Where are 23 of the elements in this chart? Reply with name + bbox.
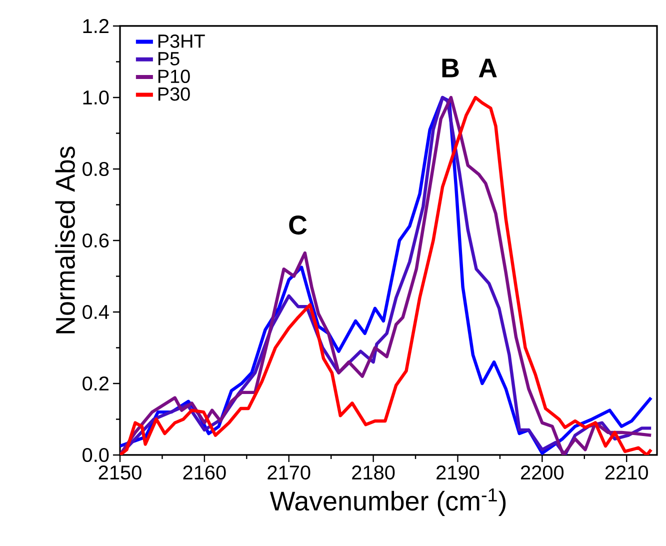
legend-label: P30 [158,87,190,101]
x-tick-label: 2180 [352,466,395,480]
x-tick-label: 2170 [268,466,310,480]
legend-label: P5 [158,52,180,66]
y-tick-label: 1.0 [83,90,109,105]
x-tick-label: 2160 [183,466,226,480]
annotation: C [289,216,307,235]
y-tick-label: 0.2 [82,376,108,391]
y-tick-label: 0.4 [82,304,109,320]
legend-label: P3HT [158,34,205,48]
annotation: B [442,58,459,78]
x-tick-label: 2190 [436,466,480,480]
y-axis-title: Normalised Abs [55,146,75,334]
y-tick-label: 0.8 [82,162,109,176]
x-tick-label: 2150 [98,466,142,480]
x-tick-label: 2210 [605,466,648,480]
y-tick-label: 0.6 [82,233,109,248]
legend-label: P10 [158,70,190,84]
y-tick-label: 1.2 [83,19,108,33]
x-axis-title: Wavenumber (cm$^{-1}$) [270,488,506,516]
y-tick-label: 0.0 [82,448,109,462]
annotation: A [478,58,497,78]
x-tick-label: 2200 [521,466,564,480]
